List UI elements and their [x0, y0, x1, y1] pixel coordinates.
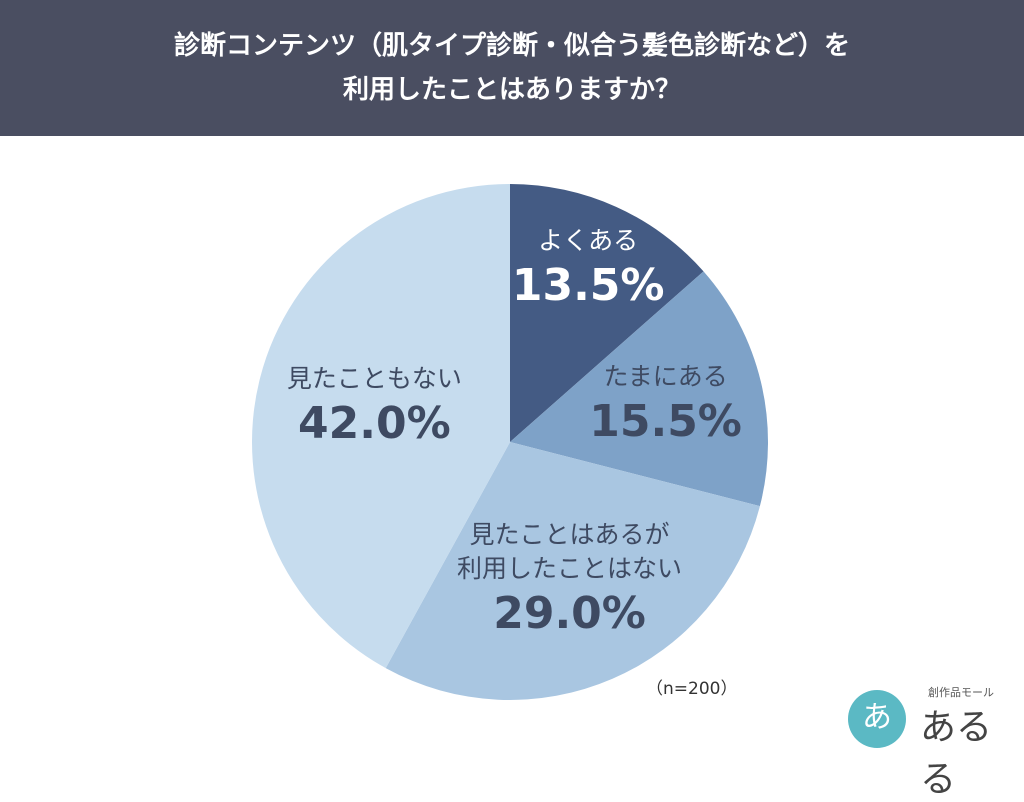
pie-slice [510, 271, 768, 507]
logo-badge: あ [848, 690, 906, 748]
category-label: 見たことはあるが 利用したことはない [457, 519, 683, 583]
logo: あ 創作品モール あるる [848, 684, 1008, 800]
chart [251, 184, 768, 700]
value-label: 13.5% [511, 259, 665, 311]
value-label: 29.0% [493, 587, 646, 639]
chart-title: 診断コンテンツ（肌タイプ診断・似合う髪色診断など）を 利用したことはありますか？ [0, 0, 1024, 136]
pie-slice [510, 184, 704, 442]
logo-tagline: 創作品モール [928, 686, 994, 699]
value-label: 15.5% [589, 395, 742, 447]
category-label: よくある [538, 225, 639, 255]
logo-name: あるる [920, 707, 993, 800]
slice-label: 見たこともない 42.0% [287, 362, 462, 452]
slice-label: 見たことはあるが 利用したことはない 29.0% [457, 518, 682, 642]
value-label: 42.0% [298, 398, 451, 450]
category-label: 見たこともない [286, 364, 462, 394]
slice-label: よくある 13.5% [512, 224, 665, 314]
annotation: （n=200） [646, 679, 738, 699]
category-label: たまにある [603, 361, 728, 391]
pie-slice [385, 442, 760, 700]
pie-slice [251, 184, 511, 669]
slice-label: たまにある 15.5% [589, 360, 742, 450]
